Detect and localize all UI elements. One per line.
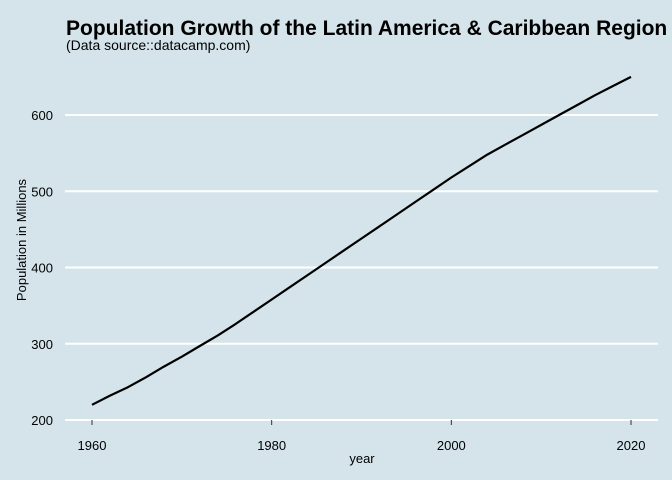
- x-tick-label: 2020: [617, 438, 646, 453]
- tick-labels: 200 300 400 500 600 1960 1980 2000 2020: [31, 108, 645, 453]
- x-tick-label: 2000: [437, 438, 466, 453]
- x-axis-label: year: [349, 451, 375, 466]
- y-tick-label: 600: [31, 108, 53, 123]
- y-axis-label: Population in Millions: [14, 178, 29, 301]
- population-series-line: [91, 75, 632, 406]
- gridlines: [65, 114, 658, 421]
- y-tick-label: 300: [31, 337, 53, 352]
- x-tick-label: 1960: [78, 438, 107, 453]
- y-tick-label: 400: [31, 261, 53, 276]
- series-lines: [91, 75, 632, 406]
- x-tick-label: 1980: [257, 438, 286, 453]
- y-tick-label: 500: [31, 184, 53, 199]
- chart-subtitle: (Data source::datacamp.com): [66, 37, 250, 53]
- y-tick-label: 200: [31, 413, 53, 428]
- chart-title: Population Growth of the Latin America &…: [66, 17, 667, 40]
